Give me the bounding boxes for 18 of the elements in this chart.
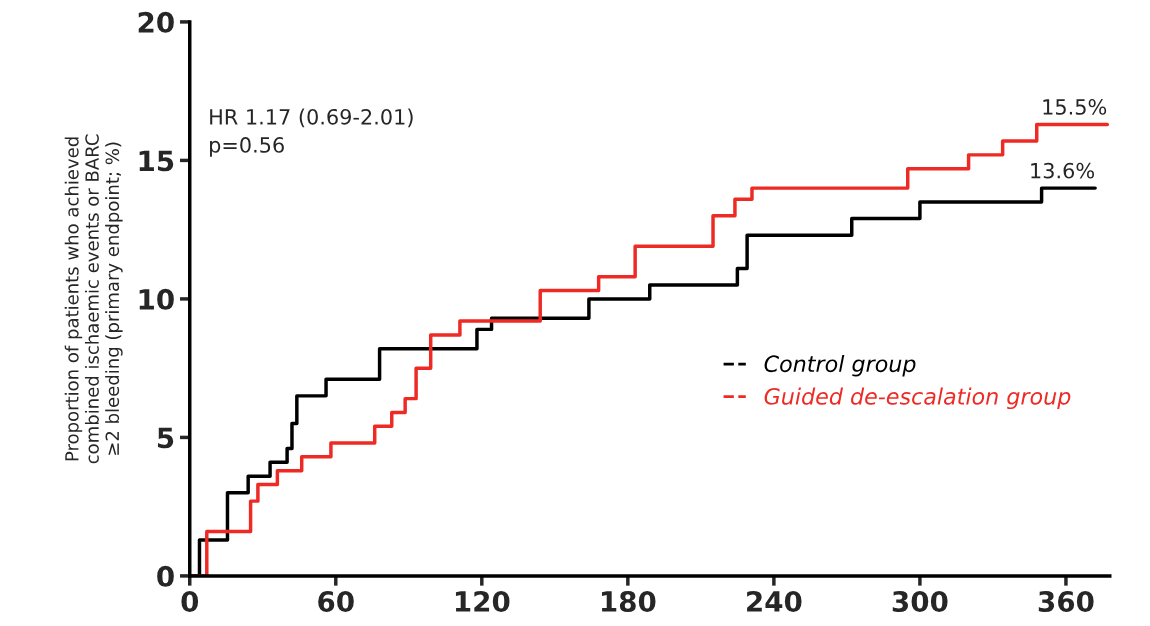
legend-label: Guided de-escalation group <box>764 387 1071 410</box>
annotation: HR 1.17 (0.69-2.01) p=0.56 <box>210 108 413 157</box>
y-tick-label: 5 <box>157 427 174 449</box>
x-tick-label: 240 <box>747 590 802 613</box>
y-tick-label: 15 <box>139 150 174 172</box>
x-tick-label: 60 <box>318 590 354 613</box>
x-tick-label: 360 <box>1038 590 1094 613</box>
annotation: 13.6% <box>1031 162 1094 179</box>
x-tick-label: 300 <box>892 590 948 613</box>
y-tick-label: 10 <box>139 288 174 310</box>
y-tick-label: 0 <box>157 565 174 587</box>
annotation: 15.5% <box>1043 99 1107 115</box>
y-axis-title: Proportion of patients who achieved combined ischaemic events or BARC ≥2 bleeding (primary endpoint; %) <box>64 134 123 464</box>
legend-label: Control group <box>764 354 916 377</box>
x-tick-label: 120 <box>455 590 510 613</box>
x-tick-label: 180 <box>601 590 656 613</box>
y-tick-label: 20 <box>138 11 174 33</box>
x-tick-label: 0 <box>181 590 199 613</box>
